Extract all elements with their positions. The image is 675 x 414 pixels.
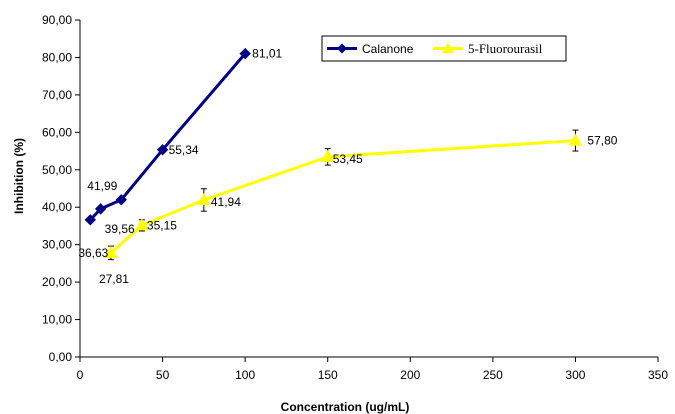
y-tick-label: 60,00 (42, 125, 72, 139)
y-tick-label: 0,00 (49, 350, 73, 364)
data-point (94, 203, 107, 215)
legend-label-fluorourasil: 5-Fluorourasil (468, 41, 543, 56)
x-tick-label: 250 (483, 368, 503, 382)
data-point (196, 192, 211, 205)
data-label: 57,80 (587, 134, 617, 148)
data-point (104, 245, 118, 258)
x-tick-label: 0 (77, 368, 84, 382)
series-layer (84, 47, 583, 261)
y-tick-label: 70,00 (42, 88, 72, 102)
y-tick-label: 30,00 (42, 238, 72, 252)
y-tick-label: 50,00 (42, 163, 72, 177)
y-axis-ticks: 0,00 10,00 20,00 30,00 40,00 50,00 60,00 70,00 8… (42, 13, 80, 364)
legend-label-calanone: Calanone (362, 42, 414, 56)
data-label: 81,01 (252, 47, 282, 61)
y-tick-label: 90,00 (42, 13, 72, 27)
y-tick-label: 80,00 (42, 50, 72, 64)
data-label: 35,15 (147, 218, 177, 232)
x-axis-ticks: 0 50 100 150 200 250 300 350 (77, 357, 668, 382)
data-label: 41,94 (211, 195, 241, 209)
legend-marker-fluorourasil (442, 42, 454, 53)
x-tick-label: 300 (565, 368, 585, 382)
data-point (320, 149, 335, 162)
legend: Calanone 5-Fluorourasil (321, 35, 567, 62)
data-point (135, 218, 149, 231)
x-tick-label: 50 (156, 368, 170, 382)
x-tick-label: 200 (400, 368, 420, 382)
x-tick-label: 100 (235, 368, 255, 382)
axes (79, 20, 658, 358)
data-point (84, 214, 97, 226)
data-point (568, 133, 583, 146)
data-label: 53,45 (333, 152, 363, 166)
data-point (115, 194, 127, 206)
x-tick-label: 350 (648, 368, 668, 382)
data-label: 55,34 (169, 143, 199, 157)
x-tick-label: 150 (318, 368, 338, 382)
data-point (239, 47, 251, 60)
data-label: 41,99 (87, 179, 117, 193)
data-label: 36,63 (78, 246, 108, 260)
data-labels: 36,63 39,56 41,99 55,34 81,01 27,81 35,15 41,94… (78, 47, 617, 286)
legend-marker-calanone (337, 43, 347, 54)
y-axis-title: Inhibition (%) (12, 138, 26, 214)
data-label: 27,81 (99, 272, 129, 286)
x-axis-title: Concentration (ug/mL) (281, 400, 410, 414)
data-label: 39,56 (105, 222, 135, 236)
data-point (156, 144, 169, 156)
y-tick-label: 40,00 (42, 200, 72, 214)
y-tick-label: 10,00 (42, 313, 72, 327)
y-tick-label: 20,00 (42, 275, 72, 289)
